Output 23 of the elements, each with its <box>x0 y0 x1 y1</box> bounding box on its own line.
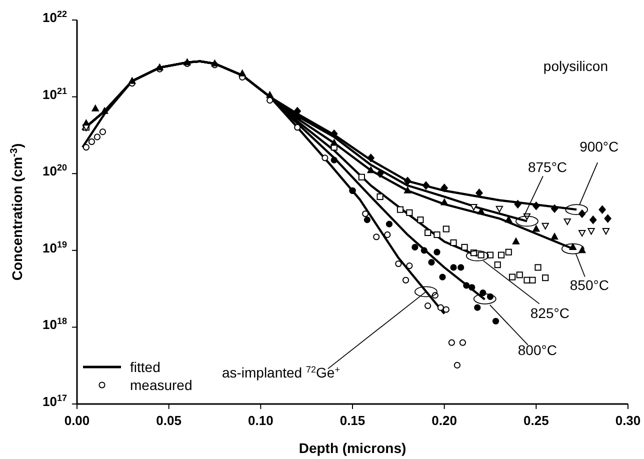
x-tick-label: 0.25 <box>524 413 549 428</box>
x-tick-label: 0.00 <box>64 413 90 428</box>
annotation: 800°C <box>518 342 557 358</box>
y-tick-label: 10$^{20}$ <box>42 162 67 179</box>
annotation: 850°C <box>570 276 609 293</box>
annotation: 825°C <box>530 304 570 321</box>
y-tick-label: 10$^{17}$ <box>42 393 67 409</box>
annotation: as-implanted $^{72}$Ge$^{+}$ <box>222 364 340 381</box>
x-tick-label: 0.30 <box>615 413 641 428</box>
y-tick-label: 10$^{21}$ <box>42 86 67 102</box>
x-tick-label: 0.15 <box>340 413 366 428</box>
x-tick-label: 0.05 <box>156 413 182 428</box>
y-tick-label: 10$^{22}$ <box>42 9 67 25</box>
y-tick-label: 10$^{18}$ <box>42 316 67 332</box>
annotation: 900°C <box>580 138 619 155</box>
annotation: 875°C <box>528 159 568 176</box>
y-tick-label: 10$^{19}$ <box>42 239 67 256</box>
annotation: polysilicon <box>543 58 608 74</box>
x-tick-label: 0.10 <box>248 413 274 428</box>
legend-label: measured <box>130 376 192 394</box>
x-tick-label: 0.20 <box>432 413 457 428</box>
x-axis-title: Depth (microns) <box>298 440 406 456</box>
legend-label: fitted <box>130 358 160 376</box>
